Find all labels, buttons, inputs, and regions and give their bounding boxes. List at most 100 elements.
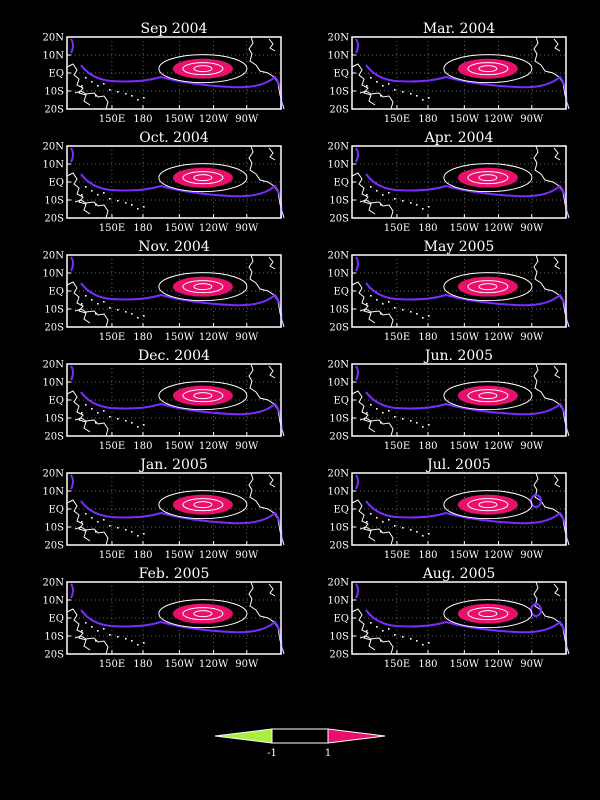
contour-outer bbox=[443, 163, 533, 193]
island-dot bbox=[85, 404, 87, 406]
lat-label: 10N bbox=[328, 51, 350, 62]
lat-label: 10N bbox=[328, 378, 350, 389]
coastline-caribbean bbox=[553, 474, 561, 488]
lat-label: EQ bbox=[334, 287, 350, 298]
island-dot bbox=[428, 206, 430, 208]
lon-label: 150W bbox=[450, 114, 480, 125]
island-dot bbox=[131, 313, 133, 315]
coastline-americas bbox=[248, 581, 285, 655]
contour-outer bbox=[443, 272, 533, 302]
island-dot bbox=[416, 640, 418, 642]
island-dot bbox=[366, 85, 368, 87]
island-dot bbox=[388, 410, 390, 412]
positive-anomaly bbox=[457, 167, 518, 188]
lat-label: EQ bbox=[49, 505, 65, 516]
island-dot bbox=[370, 77, 372, 79]
lat-label: 10S bbox=[44, 305, 64, 316]
island-dot bbox=[137, 535, 139, 537]
contour-outer bbox=[443, 490, 533, 520]
island-dot bbox=[366, 412, 368, 414]
island-dot bbox=[416, 313, 418, 315]
island-dot bbox=[109, 416, 111, 418]
coastline-americas bbox=[533, 363, 570, 437]
zero-contour-south bbox=[365, 500, 568, 546]
coastline-west bbox=[66, 499, 91, 542]
positive-anomaly bbox=[172, 494, 233, 515]
lon-label: 90W bbox=[235, 659, 259, 670]
island-dot bbox=[410, 529, 412, 531]
lat-label: 10N bbox=[328, 487, 350, 498]
panel-title: Nov. 2004 bbox=[138, 239, 210, 255]
island-dot bbox=[388, 301, 390, 303]
island-dot bbox=[81, 521, 83, 523]
island-dot bbox=[143, 97, 145, 99]
island-dot bbox=[125, 420, 127, 422]
coastline-caribbean bbox=[553, 583, 561, 597]
island-dot bbox=[97, 630, 99, 632]
lon-label: 120W bbox=[199, 332, 229, 343]
panel-title: Feb. 2005 bbox=[139, 566, 210, 582]
island-dot bbox=[428, 533, 430, 535]
panel-feb-2005: Feb. 2005 20N 10N EQ 10S 20S 150E 180 150W 120W 90… bbox=[43, 566, 285, 670]
lon-label: 180 bbox=[418, 659, 437, 670]
panel-title: Jul. 2005 bbox=[425, 457, 491, 473]
lat-label: 20S bbox=[44, 650, 64, 661]
zero-contour-south bbox=[80, 282, 283, 328]
contour-core bbox=[193, 65, 213, 73]
zero-contour-south bbox=[80, 609, 283, 655]
contour-inner bbox=[467, 171, 509, 185]
island-dot bbox=[428, 315, 430, 317]
zero-contour-nw bbox=[355, 38, 359, 54]
contour-inner bbox=[467, 280, 509, 294]
island-dot bbox=[422, 535, 424, 537]
island-dot bbox=[103, 628, 105, 630]
island-dot bbox=[410, 202, 412, 204]
positive-anomaly bbox=[457, 385, 518, 406]
lon-label: 150W bbox=[450, 332, 480, 343]
island-dot bbox=[109, 634, 111, 636]
island-dot bbox=[382, 85, 384, 87]
coastline-west bbox=[351, 390, 376, 433]
island-dot bbox=[143, 206, 145, 208]
panel-title: Sep 2004 bbox=[141, 21, 208, 37]
panel-title: Aug. 2005 bbox=[422, 566, 496, 582]
lon-label: 180 bbox=[133, 441, 152, 452]
island-dot bbox=[125, 638, 127, 640]
contour-core bbox=[193, 501, 213, 509]
island-dot bbox=[410, 638, 412, 640]
contour-outer bbox=[443, 54, 533, 84]
lon-label: 150E bbox=[99, 223, 125, 234]
island-dot bbox=[137, 317, 139, 319]
contour-inner bbox=[467, 389, 509, 403]
contour-inner bbox=[467, 498, 509, 512]
lon-label: 180 bbox=[418, 114, 437, 125]
lat-label: EQ bbox=[334, 178, 350, 189]
island-dot bbox=[382, 521, 384, 523]
lat-label: 10S bbox=[329, 523, 349, 534]
island-dot bbox=[95, 313, 97, 315]
lon-label: 150W bbox=[165, 332, 195, 343]
lat-label: 20N bbox=[43, 251, 65, 262]
island-dot bbox=[85, 77, 87, 79]
island-dot bbox=[370, 622, 372, 624]
zero-contour-nw bbox=[70, 38, 74, 54]
island-dot bbox=[366, 630, 368, 632]
lon-label: 120W bbox=[484, 550, 514, 561]
lat-label: EQ bbox=[334, 505, 350, 516]
contour-core bbox=[193, 392, 213, 400]
island-dot bbox=[376, 190, 378, 192]
contour-inner bbox=[182, 280, 224, 294]
island-dot bbox=[103, 192, 105, 194]
lat-label: EQ bbox=[49, 614, 65, 625]
lon-label: 150E bbox=[99, 114, 125, 125]
lon-label: 90W bbox=[235, 441, 259, 452]
lat-label: 10S bbox=[44, 632, 64, 643]
island-dot bbox=[416, 204, 418, 206]
lon-label: 180 bbox=[418, 550, 437, 561]
island-dot bbox=[416, 422, 418, 424]
zero-contour-nw bbox=[355, 365, 359, 381]
colorbar-neutral bbox=[272, 729, 328, 743]
island-dot bbox=[422, 644, 424, 646]
coastline-caribbean bbox=[553, 365, 561, 379]
island-dot bbox=[85, 622, 87, 624]
